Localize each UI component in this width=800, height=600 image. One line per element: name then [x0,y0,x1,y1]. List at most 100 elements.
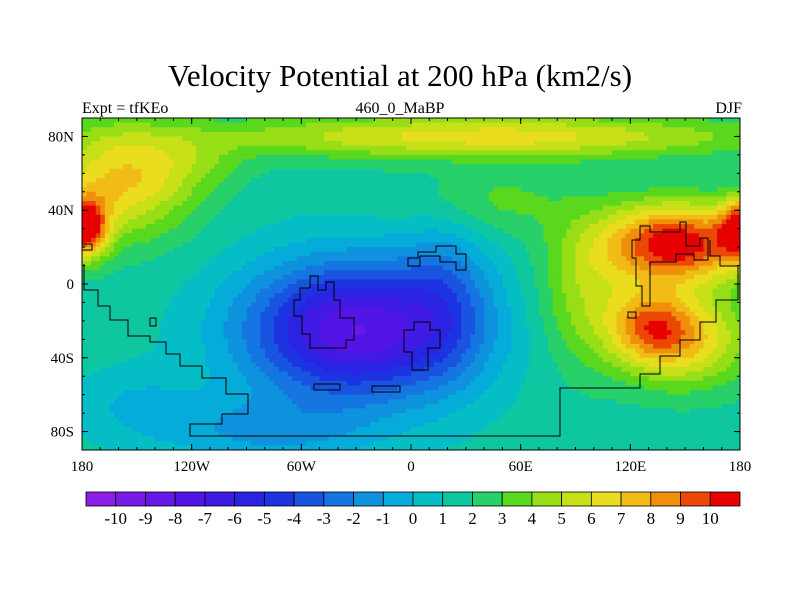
field-cell [159,330,202,336]
field-cell [465,224,494,230]
field-cell [561,270,577,276]
field-cell [607,191,727,197]
field-cell [278,343,293,350]
field-cell [561,251,577,257]
field-cell [296,256,398,262]
field-cell [497,311,513,317]
field-cell [292,214,380,221]
x-tick-label: 60E [509,459,533,475]
field-cell [452,242,476,248]
field-cell [82,256,92,262]
field-cell [438,417,499,423]
field-cell [525,297,540,304]
field-cell [191,445,362,450]
field-cell [511,330,531,336]
field-cell [552,311,572,317]
field-cell [283,274,312,280]
field-cell [447,367,467,373]
field-cell [461,260,476,267]
field-cell [447,307,462,313]
field-cell [292,311,307,317]
field-cell [374,390,426,396]
field-cell [639,265,700,271]
field-cell [621,367,645,373]
field-cell [237,362,257,368]
field-cell [538,307,554,313]
field-cell [452,219,485,225]
field-cell [630,260,650,267]
field-cell [666,320,682,327]
field-cell [721,403,740,410]
field-cell [237,145,307,151]
field-cell [634,205,718,211]
field-cell [474,307,485,313]
field-cell [589,316,604,322]
field-cell [717,187,740,193]
field-cell [109,242,115,248]
field-cell [82,417,120,423]
field-cell [538,297,554,304]
field-cell [456,362,471,368]
field-cell [136,214,165,221]
field-cell [82,376,211,382]
field-cell [264,371,289,377]
field-cell [676,307,691,313]
field-cell [575,256,590,262]
field-cell [570,320,590,327]
field-cell [584,297,609,304]
field-cell [666,334,682,340]
field-cell [616,399,737,405]
field-cell [383,168,740,174]
field-cell [575,247,590,253]
field-cell [593,367,622,373]
field-cell [287,334,302,340]
field-cell [287,242,417,248]
field-cell [328,357,389,363]
field-cell [529,367,558,373]
field-cell [82,367,101,373]
field-cell [82,362,115,368]
field-cell [680,325,695,331]
field-cell [708,311,723,317]
field-cell [465,265,481,271]
field-cell [534,265,549,271]
field-cell [648,260,695,267]
field-cell [118,196,147,202]
field-cell [228,343,248,350]
field-cell [173,191,193,197]
field-cell [433,362,458,368]
field-cell [296,403,366,410]
colorbar-swatch [115,491,146,507]
field-cell [214,288,243,294]
field-cell [616,228,631,234]
field-cell [520,293,540,299]
field-cell [712,320,727,327]
field-cell [680,339,695,345]
colorbar-swatch [472,491,503,507]
field-cell [506,302,526,308]
field-cell [241,288,261,294]
field-cell [488,353,508,359]
field-cell [726,320,740,327]
field-cell [580,357,604,363]
field-cell [95,233,101,239]
field-cell [219,431,348,437]
field-cell [82,141,92,147]
field-cell [310,274,458,280]
field-cell [694,251,740,257]
field-cell [141,353,206,359]
colorbar-swatch [442,491,473,507]
colorbar-label: 7 [617,509,626,528]
field-cell [593,265,618,271]
field-cell [132,228,170,234]
field-cell [461,357,476,363]
field-cell [607,330,618,336]
field-cell [82,422,124,428]
field-cell [717,201,727,207]
field-cell [269,376,293,382]
field-cell [264,270,293,276]
colorbar-label: 3 [498,509,507,528]
field-cell [123,390,252,396]
field-cell [529,334,549,340]
field-cell [91,237,97,244]
